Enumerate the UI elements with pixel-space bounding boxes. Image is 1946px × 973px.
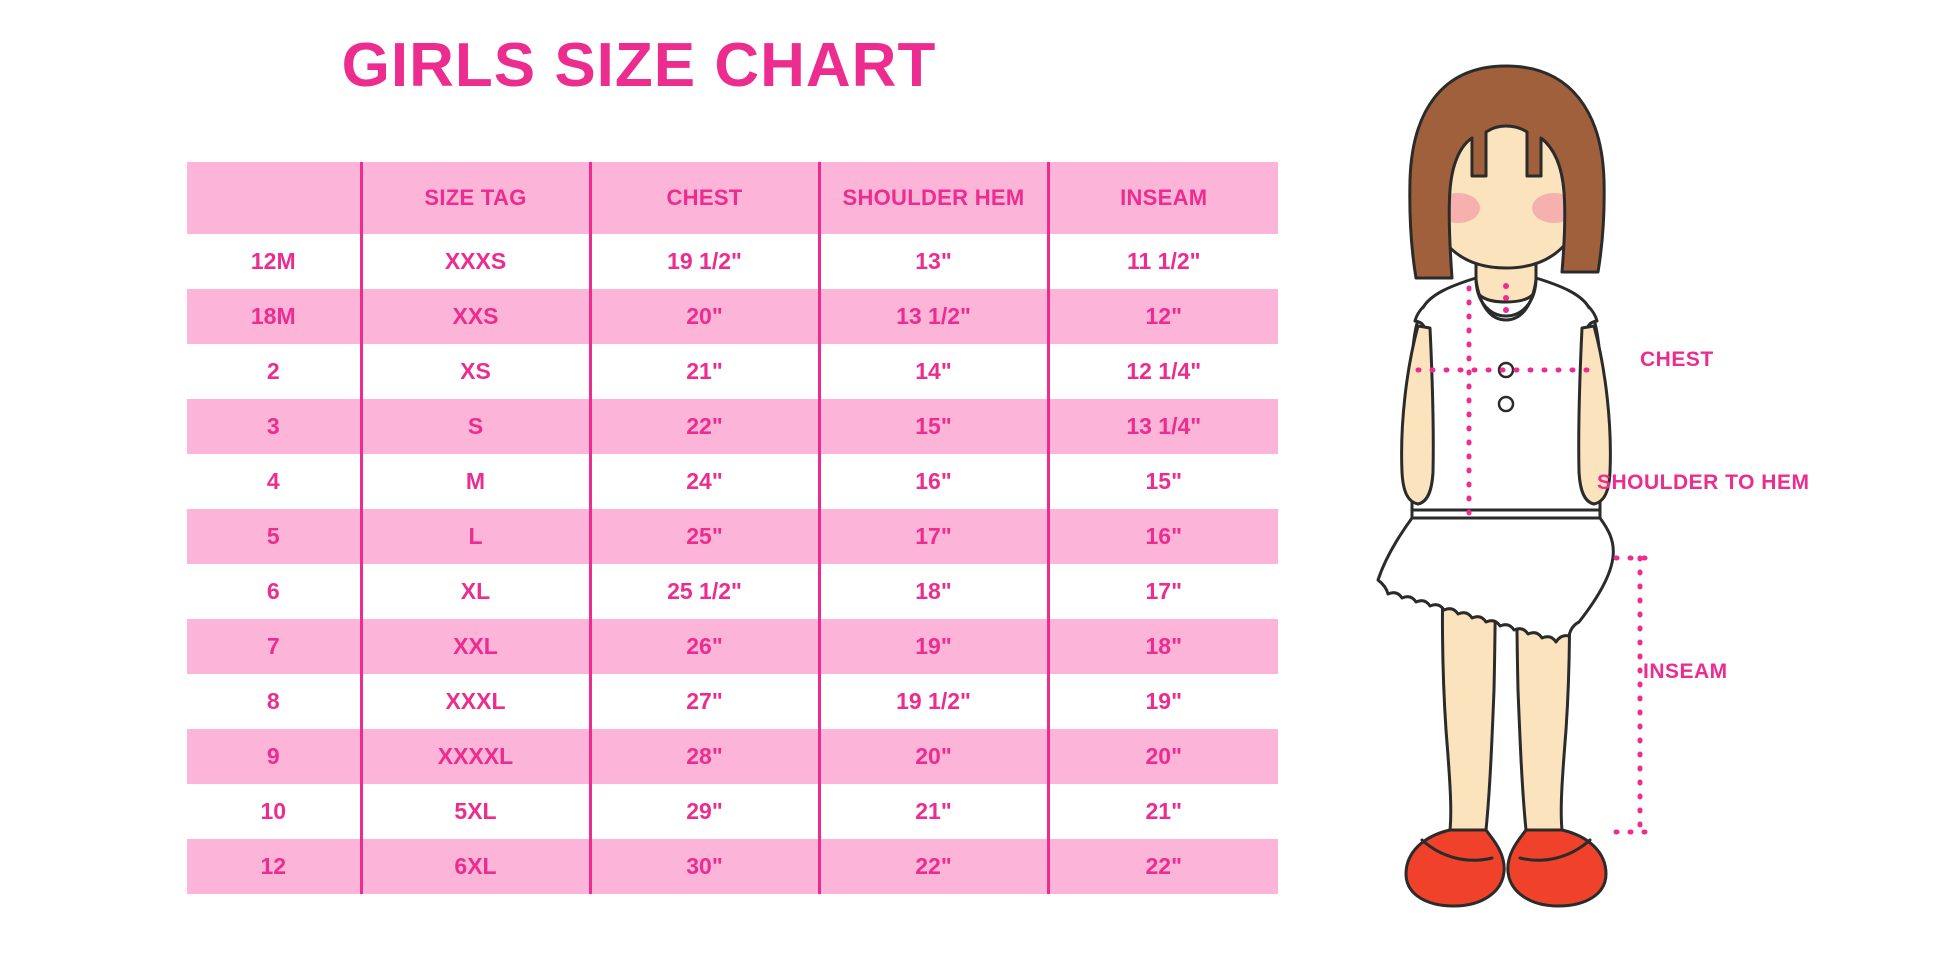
- cell-size: 7: [187, 619, 363, 674]
- cell-size: 5: [187, 509, 363, 564]
- table-row: 7 XXL 26" 19" 18": [187, 619, 1278, 674]
- cell-chest: 25": [590, 509, 821, 564]
- cell-inseam: 13 1/4": [1048, 399, 1278, 454]
- cell-shoulder-hem: 14": [819, 344, 1050, 399]
- cell-inseam: 12 1/4": [1048, 344, 1278, 399]
- table-body: 12M XXXS 19 1/2" 13" 11 1/2" 18M XXS 20" 13 1/2"…: [187, 234, 1278, 894]
- table-row: 3 S 22" 15" 13 1/4": [187, 399, 1278, 454]
- cell-chest: 19 1/2": [590, 234, 821, 289]
- column-header-shoulder-hem: SHOULDER HEM: [819, 162, 1050, 234]
- cell-inseam: 20": [1048, 729, 1278, 784]
- table-row: 18M XXS 20" 13 1/2" 12": [187, 289, 1278, 344]
- cell-chest: 27": [590, 674, 821, 729]
- column-header-chest: CHEST: [590, 162, 821, 234]
- cell-chest: 30": [590, 839, 821, 894]
- cell-shoulder-hem: 18": [819, 564, 1050, 619]
- cell-shoulder-hem: 19 1/2": [819, 674, 1050, 729]
- cell-inseam: 12": [1048, 289, 1278, 344]
- column-header-inseam: INSEAM: [1048, 162, 1278, 234]
- cell-shoulder-hem: 16": [819, 454, 1050, 509]
- cell-size: 12: [187, 839, 363, 894]
- cell-size-tag: XXXXL: [361, 729, 592, 784]
- table-row: 5 L 25" 17" 16": [187, 509, 1278, 564]
- cell-inseam: 16": [1048, 509, 1278, 564]
- cell-size: 8: [187, 674, 363, 729]
- cell-chest: 20": [590, 289, 821, 344]
- cell-inseam: 15": [1048, 454, 1278, 509]
- cell-size: 6: [187, 564, 363, 619]
- measurement-label-inseam: INSEAM: [1643, 660, 1728, 683]
- cell-shoulder-hem: 20": [819, 729, 1050, 784]
- cell-inseam: 22": [1048, 839, 1278, 894]
- measurement-label-shoulder-to-hem: SHOULDER TO HEM: [1597, 471, 1810, 494]
- cell-shoulder-hem: 17": [819, 509, 1050, 564]
- cell-size-tag: XL: [361, 564, 592, 619]
- cell-size-tag: XXXL: [361, 674, 592, 729]
- measurement-label-chest: CHEST: [1640, 348, 1714, 371]
- cell-chest: 28": [590, 729, 821, 784]
- cell-size-tag: XXS: [361, 289, 592, 344]
- cell-size: 2: [187, 344, 363, 399]
- cell-inseam: 18": [1048, 619, 1278, 674]
- cell-inseam: 17": [1048, 564, 1278, 619]
- cell-size: 9: [187, 729, 363, 784]
- cell-size-tag: 5XL: [361, 784, 592, 839]
- cell-inseam: 19": [1048, 674, 1278, 729]
- table-header-row: SIZE TAG CHEST SHOULDER HEM INSEAM: [187, 162, 1278, 234]
- cell-shoulder-hem: 19": [819, 619, 1050, 674]
- girl-figure-illustration: [1300, 40, 1720, 940]
- cell-shoulder-hem: 13 1/2": [819, 289, 1050, 344]
- cell-chest: 22": [590, 399, 821, 454]
- cell-shoulder-hem: 15": [819, 399, 1050, 454]
- cell-chest: 24": [590, 454, 821, 509]
- page-title: GIRLS SIZE CHART: [341, 31, 937, 100]
- cell-chest: 29": [590, 784, 821, 839]
- cell-size: 3: [187, 399, 363, 454]
- table-row: 8 XXXL 27" 19 1/2" 19": [187, 674, 1278, 729]
- table-row: 12 6XL 30" 22" 22": [187, 839, 1278, 894]
- cell-size: 4: [187, 454, 363, 509]
- table-row: 4 M 24" 16" 15": [187, 454, 1278, 509]
- table-header: SIZE TAG CHEST SHOULDER HEM INSEAM: [187, 162, 1278, 234]
- cell-chest: 21": [590, 344, 821, 399]
- table-row: 6 XL 25 1/2" 18" 17": [187, 564, 1278, 619]
- cell-size: 10: [187, 784, 363, 839]
- cell-inseam: 11 1/2": [1048, 234, 1278, 289]
- table-row: 9 XXXXL 28" 20" 20": [187, 729, 1278, 784]
- cell-size-tag: S: [361, 399, 592, 454]
- cell-size-tag: XXXS: [361, 234, 592, 289]
- cell-shoulder-hem: 22": [819, 839, 1050, 894]
- cell-size-tag: M: [361, 454, 592, 509]
- column-header-size-tag: SIZE TAG: [361, 162, 592, 234]
- cell-shoulder-hem: 21": [819, 784, 1050, 839]
- cell-shoulder-hem: 13": [819, 234, 1050, 289]
- cell-size-tag: L: [361, 509, 592, 564]
- cell-size: 18M: [187, 289, 363, 344]
- table-row: 2 XS 21" 14" 12 1/4": [187, 344, 1278, 399]
- size-chart-table: SIZE TAG CHEST SHOULDER HEM INSEAM 12M XX…: [187, 162, 1278, 894]
- cell-size-tag: XS: [361, 344, 592, 399]
- column-header-size: [187, 162, 363, 234]
- table-row: 10 5XL 29" 21" 21": [187, 784, 1278, 839]
- table-row: 12M XXXS 19 1/2" 13" 11 1/2": [187, 234, 1278, 289]
- cell-inseam: 21": [1048, 784, 1278, 839]
- cell-size: 12M: [187, 234, 363, 289]
- cell-chest: 25 1/2": [590, 564, 821, 619]
- cell-size-tag: XXL: [361, 619, 592, 674]
- cell-chest: 26": [590, 619, 821, 674]
- cell-size-tag: 6XL: [361, 839, 592, 894]
